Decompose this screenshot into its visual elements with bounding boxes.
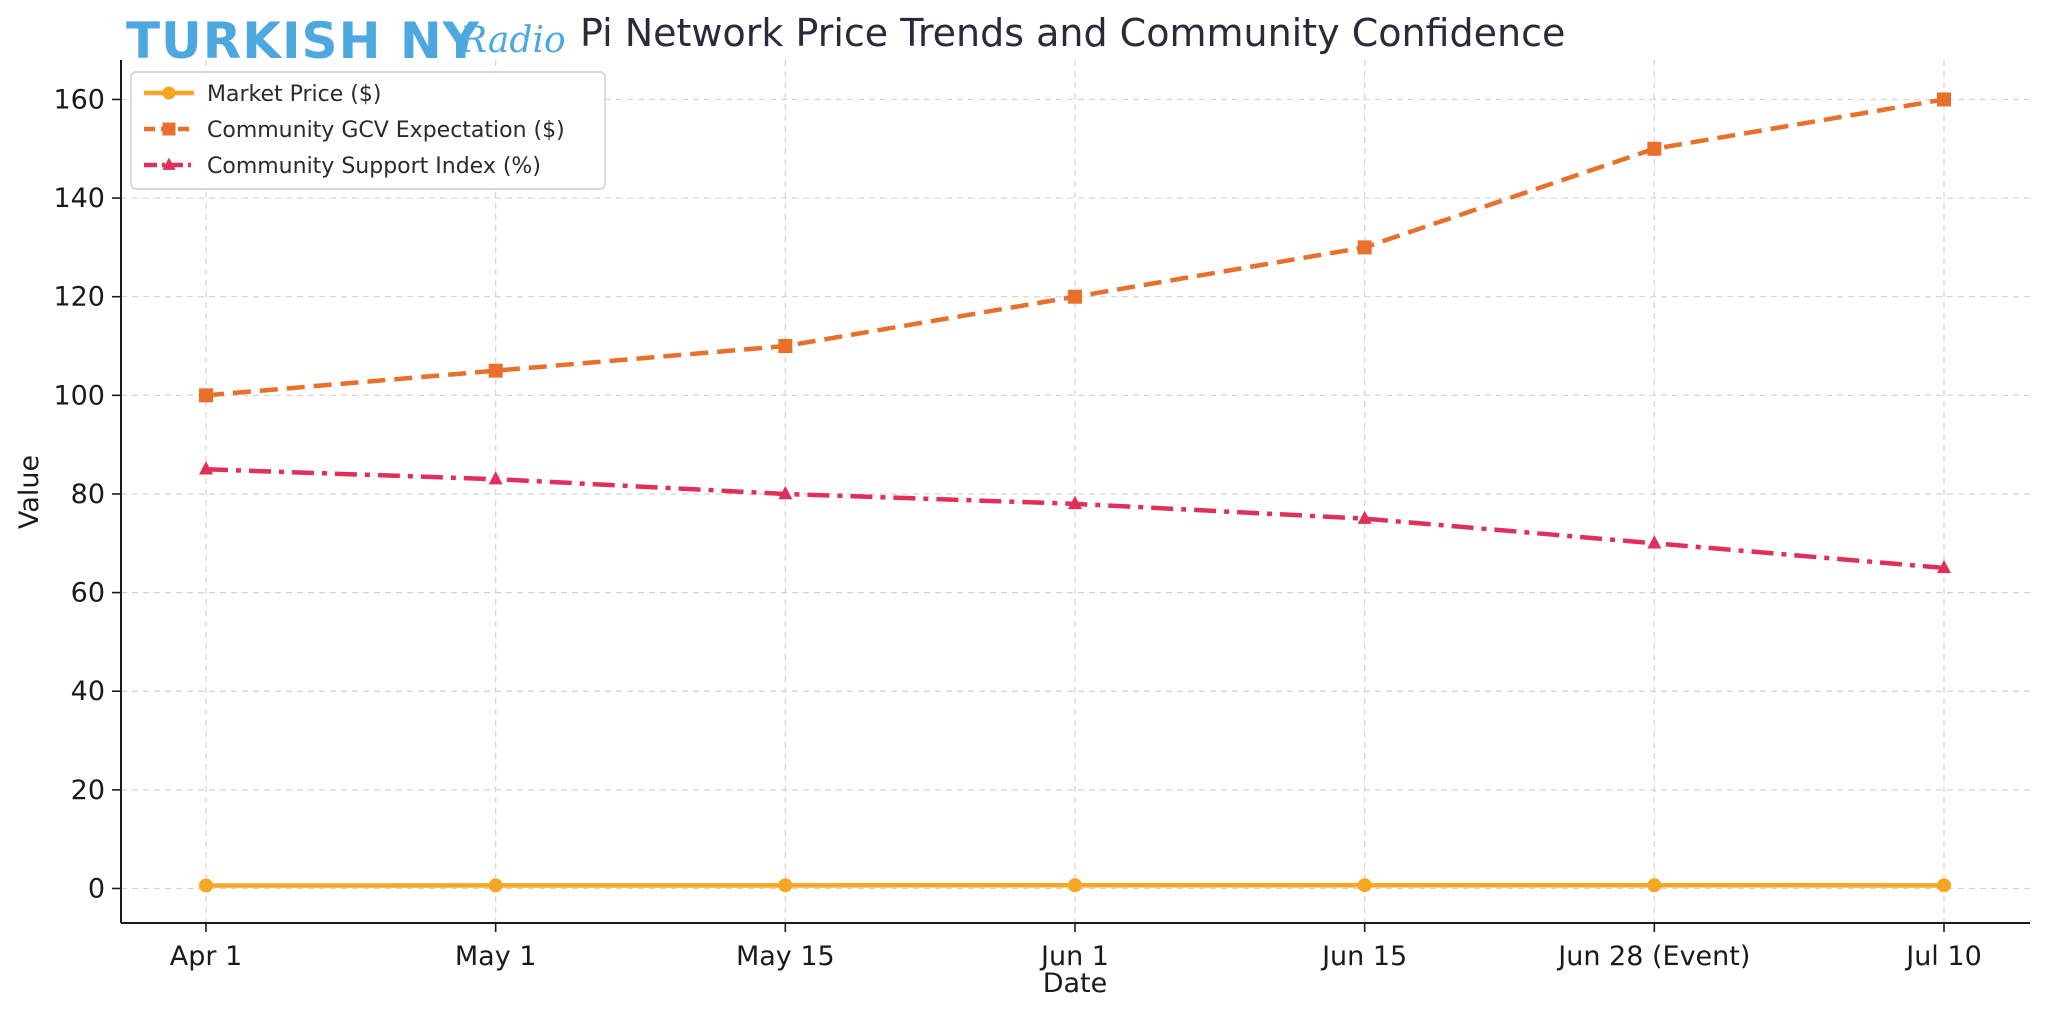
series-3	[199, 461, 1951, 574]
y-axis-label: Value	[14, 455, 45, 529]
x-tick-label: Jun 15	[1320, 941, 1407, 972]
legend: Market Price ($) Community GCV Expectatio…	[130, 71, 606, 190]
y-tick-label: 160	[53, 84, 105, 115]
point-marker	[1647, 535, 1662, 549]
chart-title: Pi Network Price Trends and Community Co…	[580, 11, 1565, 55]
point-marker	[162, 86, 176, 100]
x-tick-label: Jun 28 (Event)	[1556, 941, 1750, 972]
point-marker	[1647, 878, 1662, 893]
point-marker	[488, 878, 503, 893]
point-marker	[488, 363, 503, 378]
point-marker	[199, 388, 213, 403]
point-marker	[1357, 878, 1372, 893]
legend-box	[130, 71, 606, 190]
x-tick-label: May 1	[455, 941, 537, 972]
x-tick-label: Jun 1	[1039, 941, 1109, 972]
axes: Apr 1 May 1 May 15 Jun 1 Jun 15 Jun 28 (Event…	[53, 60, 2030, 972]
x-tick-label: Apr 1	[170, 941, 242, 972]
y-tick-label: 0	[88, 873, 105, 904]
x-tick-label: Jul 10	[1904, 941, 1982, 972]
y-tick-label: 60	[71, 578, 105, 609]
logo-main-text: TURKISH NY	[126, 12, 480, 70]
point-marker	[1357, 510, 1372, 524]
legend-label: Community Support Index (%)	[207, 154, 541, 179]
point-marker	[162, 157, 176, 170]
series-group	[199, 92, 1951, 893]
y-tick-label: 20	[71, 775, 105, 806]
y-tick-label: 80	[71, 479, 105, 510]
point-marker	[1068, 289, 1082, 304]
series-1	[199, 878, 1951, 893]
legend-label: Community GCV Expectation ($)	[207, 118, 565, 143]
point-marker	[199, 461, 213, 475]
point-marker	[1068, 878, 1082, 893]
y-tick-label: 100	[53, 380, 105, 411]
logo: TURKISH NY Radio	[126, 12, 566, 70]
point-marker	[778, 485, 793, 500]
point-marker	[162, 122, 176, 136]
logo-script-text: Radio	[459, 20, 566, 61]
legend-item: Market Price ($)	[144, 82, 381, 107]
point-marker	[778, 878, 793, 893]
point-marker	[1647, 141, 1662, 156]
point-marker	[1937, 559, 1951, 574]
legend-item: Community Support Index (%)	[144, 154, 541, 179]
point-marker	[1937, 92, 1951, 107]
y-tick-label: 120	[53, 282, 105, 313]
y-tick-label: 140	[53, 183, 105, 214]
grid	[121, 60, 2030, 923]
point-marker	[1937, 878, 1951, 893]
x-tick-label: May 15	[736, 941, 835, 972]
legend-item: Community GCV Expectation ($)	[144, 118, 565, 143]
legend-label: Market Price ($)	[207, 82, 381, 107]
point-marker	[1357, 240, 1372, 255]
x-axis-label: Date	[1043, 968, 1108, 999]
point-marker	[778, 339, 793, 354]
point-marker	[199, 878, 213, 893]
point-marker	[488, 471, 503, 485]
point-marker	[1068, 495, 1082, 510]
series-2	[199, 92, 1951, 403]
y-tick-label: 40	[71, 676, 105, 707]
